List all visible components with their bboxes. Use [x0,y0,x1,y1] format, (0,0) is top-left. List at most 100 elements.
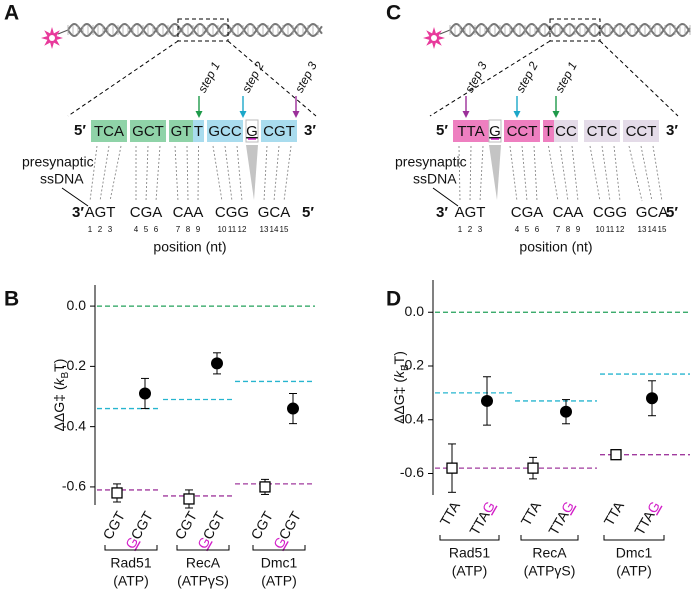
data-point [527,462,539,474]
codon: TTA [457,123,484,140]
panel-label: D [386,288,401,311]
pair-line [628,145,643,202]
pair-line [145,145,149,202]
codon-box [261,120,297,142]
zoom-line [429,40,551,117]
x-tick-label: TTAG [631,498,663,537]
group-condition: (ATPγS) [177,573,229,589]
data-point [646,392,658,405]
panel-label: B [4,288,19,311]
codon: GT [171,123,192,140]
position-number: 1 [458,225,463,234]
x-tick-label-part: TTA [436,498,463,529]
codon: GCA [636,204,669,221]
pair-line [640,145,653,202]
step-label: step 2 [239,59,267,95]
strand-label: presynaptic [22,154,94,170]
data-point [139,387,151,400]
data-point [259,481,271,493]
position-number: 5 [144,225,149,234]
panel-label: A [4,2,19,25]
position-number: 8 [186,225,191,234]
x-tick-label-part: CGT [275,508,304,542]
x-tick-label: CGT [99,508,128,542]
codon-box [623,120,659,142]
insert-gap [246,145,258,200]
y-axis-label-part: k [51,377,67,385]
helix-strand [67,22,323,38]
group-bracket [104,545,158,551]
codon: CC [555,123,577,140]
position-number: 4 [134,225,139,234]
codon: G [246,123,258,140]
codon-box [504,120,540,142]
prime-label: 5′ [74,122,86,139]
pair-line [99,145,110,202]
position-number: 10 [596,225,605,234]
step-label: step 2 [513,59,541,95]
position-number: 10 [218,225,227,234]
position-number: 7 [176,225,181,234]
position-number: 9 [196,225,201,234]
group-condition: (ATP) [113,573,149,589]
codon: CGT [263,123,295,140]
pair-line [571,145,579,202]
y-tick-label: -0.4 [62,417,86,433]
position-number: 12 [616,225,625,234]
position-number: 4 [515,225,520,234]
pair-line [109,145,122,202]
position-number: 8 [566,225,571,234]
pair-line [479,145,484,202]
zoom-line [227,40,317,117]
position-number: 2 [98,225,103,234]
y-tick-label: -0.2 [400,357,424,373]
zoom-box [177,18,229,42]
step-arrowhead [552,111,560,118]
data-point [481,394,493,407]
group-label: Dmc1 [616,545,653,561]
position-number: 11 [228,225,237,234]
prime-label: 3′ [436,204,448,221]
pair-line [273,145,280,202]
prime-label: 3′ [304,122,316,139]
codon: CTC [587,123,618,140]
x-tick-label-part: CGT [247,508,276,542]
position-number: 14 [648,225,657,234]
pair-line [533,145,538,202]
y-axis-label-part: k [391,370,407,378]
pair-line [224,145,233,202]
group-bracket [439,535,500,541]
step-arrowhead [195,111,203,118]
data-point [183,493,195,505]
pair-line [652,145,663,202]
pair-line [458,145,461,202]
strand-label: ssDNA [40,171,84,187]
y-axis-label-part: B [400,364,411,371]
codon-box [130,120,166,142]
y-tick-label: -0.6 [62,478,86,494]
data-point [610,449,622,461]
pair-line [469,145,472,202]
position-number: 15 [280,225,289,234]
codon-box [488,119,502,143]
strand-label: ssDNA [413,171,457,187]
zoom-line [599,40,679,117]
position-number: 15 [658,225,667,234]
position-number: 11 [606,225,615,234]
x-tick-label: TTAG [466,498,498,537]
codon: T [194,123,203,140]
group-condition: (ATPγS) [524,563,576,579]
position-number: 6 [535,225,540,234]
x-tick-label: TTA [517,498,544,529]
step-arrowhead [239,111,247,118]
step-label: step 1 [552,59,580,94]
group-label: Dmc1 [261,555,298,571]
step-label: step 3 [462,59,490,95]
zoom-box [549,18,601,42]
group-condition: (ATP) [261,573,297,589]
pair-line [186,145,189,202]
pair-line [613,145,621,202]
pair-line [601,145,611,202]
pair-line [155,145,161,202]
fluorophore-core [431,35,437,41]
